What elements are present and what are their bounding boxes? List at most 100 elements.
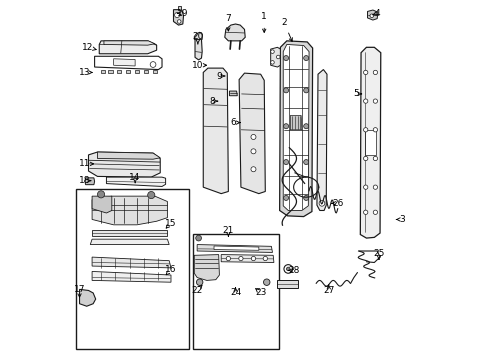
Text: 20: 20	[192, 32, 203, 41]
Text: 10: 10	[192, 61, 203, 70]
Polygon shape	[194, 32, 202, 40]
Polygon shape	[80, 289, 96, 306]
Polygon shape	[367, 10, 377, 20]
Text: 11: 11	[79, 159, 90, 168]
Circle shape	[283, 124, 288, 129]
Polygon shape	[153, 69, 157, 73]
Polygon shape	[229, 91, 237, 96]
Circle shape	[251, 256, 255, 261]
Text: 8: 8	[209, 96, 215, 105]
Polygon shape	[108, 69, 112, 73]
Circle shape	[250, 149, 255, 154]
Polygon shape	[135, 69, 139, 73]
Text: 13: 13	[79, 68, 90, 77]
Text: 23: 23	[254, 288, 266, 297]
Text: 27: 27	[323, 286, 334, 295]
Polygon shape	[283, 44, 308, 211]
Circle shape	[303, 195, 308, 201]
Circle shape	[319, 201, 324, 206]
Text: 15: 15	[165, 219, 176, 228]
Text: 7: 7	[225, 14, 231, 23]
Circle shape	[284, 265, 292, 273]
Circle shape	[363, 70, 367, 75]
Circle shape	[174, 13, 179, 18]
Polygon shape	[203, 68, 228, 194]
Text: 5: 5	[352, 89, 358, 98]
Circle shape	[286, 267, 289, 271]
Polygon shape	[194, 255, 219, 280]
Text: 26: 26	[331, 199, 343, 208]
Circle shape	[372, 128, 377, 132]
Circle shape	[97, 191, 104, 198]
Polygon shape	[279, 41, 312, 217]
Circle shape	[372, 185, 377, 189]
Circle shape	[270, 50, 274, 53]
Circle shape	[363, 185, 367, 189]
Circle shape	[303, 88, 308, 93]
Polygon shape	[239, 73, 265, 194]
Text: 17: 17	[74, 285, 85, 294]
Circle shape	[250, 167, 255, 172]
Text: 14: 14	[129, 173, 141, 182]
Circle shape	[263, 256, 267, 261]
Polygon shape	[88, 152, 160, 177]
Polygon shape	[97, 152, 160, 159]
Polygon shape	[92, 196, 112, 213]
Polygon shape	[221, 255, 273, 262]
Circle shape	[283, 88, 288, 93]
Circle shape	[276, 55, 280, 59]
Polygon shape	[106, 177, 165, 186]
Text: 6: 6	[230, 118, 235, 127]
Circle shape	[303, 55, 308, 60]
Polygon shape	[316, 69, 326, 211]
Polygon shape	[126, 69, 130, 73]
Circle shape	[283, 195, 288, 201]
Circle shape	[250, 134, 255, 139]
Circle shape	[372, 70, 377, 75]
Text: 28: 28	[288, 266, 299, 275]
Polygon shape	[290, 116, 301, 130]
Polygon shape	[90, 239, 169, 244]
Circle shape	[369, 14, 373, 18]
Circle shape	[363, 99, 367, 103]
Polygon shape	[92, 271, 171, 282]
Circle shape	[372, 156, 377, 161]
Circle shape	[363, 128, 367, 132]
Circle shape	[283, 159, 288, 165]
Text: 19: 19	[177, 9, 188, 18]
Circle shape	[363, 210, 367, 215]
Polygon shape	[173, 10, 183, 25]
Polygon shape	[92, 196, 167, 225]
Circle shape	[263, 279, 269, 285]
Bar	[192, 234, 278, 348]
Text: 24: 24	[229, 288, 241, 297]
Circle shape	[303, 159, 308, 165]
Polygon shape	[113, 59, 135, 66]
Polygon shape	[92, 230, 167, 235]
Text: 1: 1	[261, 12, 266, 21]
Circle shape	[226, 256, 230, 261]
Circle shape	[303, 124, 308, 129]
Circle shape	[363, 156, 367, 161]
Text: 22: 22	[191, 286, 203, 295]
Circle shape	[238, 256, 243, 261]
Circle shape	[270, 60, 274, 64]
Circle shape	[147, 192, 155, 199]
Text: 3: 3	[399, 215, 405, 224]
Circle shape	[196, 279, 203, 285]
Polygon shape	[144, 69, 148, 73]
Text: 12: 12	[82, 43, 93, 52]
Polygon shape	[92, 257, 171, 268]
Polygon shape	[85, 178, 94, 185]
Polygon shape	[94, 56, 162, 69]
Text: 4: 4	[374, 9, 379, 18]
Bar	[76, 189, 188, 348]
Text: 18: 18	[79, 176, 90, 185]
Text: 2: 2	[281, 18, 286, 27]
Circle shape	[195, 235, 201, 241]
Polygon shape	[101, 69, 105, 73]
Text: 21: 21	[222, 226, 234, 235]
Circle shape	[150, 62, 156, 67]
Polygon shape	[270, 47, 280, 67]
Circle shape	[372, 210, 377, 215]
